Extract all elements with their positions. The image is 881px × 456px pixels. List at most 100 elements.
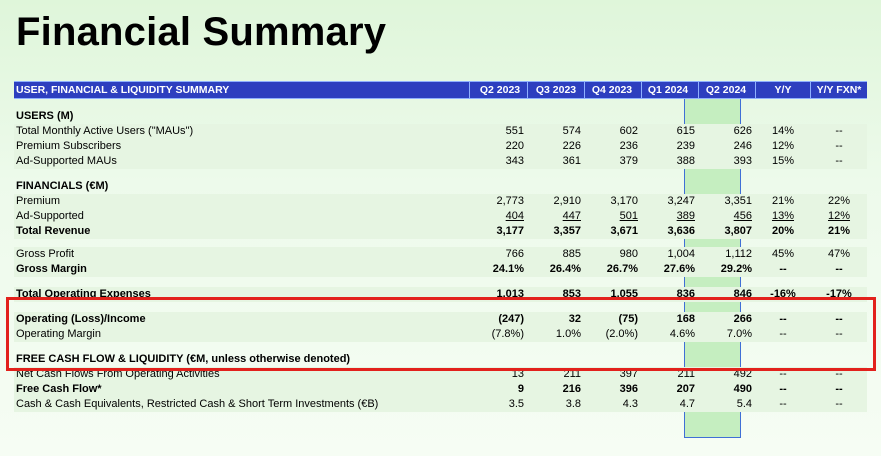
table-cell: 3,357 (553, 225, 581, 237)
table-cell: 266 (733, 313, 752, 325)
table-cell: 3,247 (667, 195, 695, 207)
table-cell: 3,351 (724, 195, 752, 207)
table-cell: 246 (733, 140, 752, 152)
table-cell: 47% (827, 248, 851, 260)
table-cell: 551 (505, 125, 524, 137)
table-cell: 4.3 (622, 398, 638, 410)
table-cell: 379 (619, 155, 638, 167)
table-cell: 24.1% (492, 263, 524, 275)
table-cell: 13 (511, 368, 524, 380)
table-row: Premium 2,773 2,910 3,170 3,247 3,351 21% 22% (14, 194, 867, 209)
table-cell: 226 (562, 140, 581, 152)
row-label: Gross Profit (16, 248, 75, 260)
table-cell: (2.0%) (605, 328, 638, 340)
column-header: Q2 2023 (479, 84, 521, 96)
table-row: Gross Profit 766 885 980 1,004 1,112 45% 47% (14, 247, 867, 262)
row-label: Ad-Supported (16, 210, 84, 222)
table-cell: 21% (827, 225, 851, 237)
table-cell: 20% (771, 225, 795, 237)
table-cell: 220 (505, 140, 524, 152)
table-cell: -- (835, 383, 843, 395)
table-cell: 21% (771, 195, 795, 207)
table-cell: 12% (827, 210, 851, 222)
section-heading: USERS (M) (16, 110, 74, 122)
table-cell: (7.8%) (491, 328, 524, 340)
column-header: Q2 2024 (705, 84, 747, 96)
table-cell: 168 (676, 313, 695, 325)
table-row: Total Revenue 3,177 3,357 3,671 3,636 3,807 20… (14, 224, 867, 239)
table-cell: (247) (498, 313, 524, 325)
table-cell: 766 (505, 248, 524, 260)
table-cell: 3,170 (610, 195, 638, 207)
operating-expenses-highlight-box (6, 297, 876, 371)
table-cell: -- (835, 398, 843, 410)
table-cell: -- (835, 313, 843, 325)
table-header-row: USER, FINANCIAL & LIQUIDITY SUMMARY Q2 2… (14, 81, 867, 99)
table-header-label: USER, FINANCIAL & LIQUIDITY SUMMARY (16, 84, 230, 96)
table-row: Ad-Supported MAUs 343 361 379 388 393 15% -- (14, 154, 867, 169)
table-cell: -- (835, 155, 843, 167)
row-label: Ad-Supported MAUs (16, 155, 117, 167)
table-cell: 13% (771, 210, 795, 222)
table-cell: 885 (562, 248, 581, 260)
table-cell: 1.0% (555, 328, 581, 340)
table-cell: 207 (676, 383, 695, 395)
table-cell: -- (835, 140, 843, 152)
table-cell: 211 (677, 368, 695, 380)
table-cell: 626 (733, 125, 752, 137)
table-cell: 216 (562, 383, 581, 395)
table-cell: 404 (505, 210, 524, 222)
column-header: Y/Y FXN* (816, 84, 862, 96)
table-cell: 615 (676, 125, 695, 137)
table-cell: 393 (733, 155, 752, 167)
table-cell: 2,773 (496, 195, 524, 207)
table-row: Total Monthly Active Users ("MAUs") 551 57… (14, 124, 867, 139)
table-cell: 343 (505, 155, 524, 167)
row-label: Net Cash Flows From Operating Activities (16, 368, 220, 380)
table-cell: 26.7% (606, 263, 638, 275)
section-heading: FREE CASH FLOW & LIQUIDITY (€M, unless o… (16, 353, 351, 365)
row-label: Premium Subscribers (16, 140, 122, 152)
table-cell: -- (779, 398, 787, 410)
table-cell: 3,636 (667, 225, 695, 237)
table-cell: 492 (733, 368, 752, 380)
table-cell: 397 (619, 368, 638, 380)
table-cell: -- (779, 368, 787, 380)
table-cell: 15% (771, 155, 795, 167)
table-cell: 3.5 (508, 398, 524, 410)
table-cell: 396 (619, 383, 638, 395)
table-cell: 501 (619, 210, 638, 222)
column-header: Q1 2024 (647, 84, 689, 96)
table-cell: 3.8 (565, 398, 581, 410)
table-row: Free Cash Flow* 9 216 396 207 490 -- -- (14, 382, 867, 397)
table-cell: -- (779, 313, 787, 325)
table-cell: -- (779, 383, 787, 395)
financial-summary-table: USER, FINANCIAL & LIQUIDITY SUMMARY Q2 2… (14, 81, 867, 412)
table-row: Premium Subscribers 220 226 236 239 246 12% -- (14, 139, 867, 154)
table-cell: -- (835, 263, 843, 275)
row-label: Free Cash Flow* (16, 383, 102, 395)
column-header: Q4 2023 (591, 84, 633, 96)
table-row: Gross Margin 24.1% 26.4% 26.7% 27.6% 29.2% -- -… (14, 262, 867, 277)
table-cell: 12% (771, 140, 795, 152)
table-cell: 45% (771, 248, 795, 260)
table-row: Operating Margin (7.8%) 1.0% (2.0%) 4.6% 7.0%… (14, 327, 867, 342)
table-cell: 22% (827, 195, 851, 207)
table-cell: 236 (619, 140, 638, 152)
table-cell: 2,910 (553, 195, 581, 207)
row-label: Cash & Cash Equivalents, Restricted Cash… (16, 398, 379, 410)
table-cell: -- (835, 328, 843, 340)
table-row: Ad-Supported 404 447 501 389 456 13% 12% (14, 209, 867, 224)
table-cell: 602 (619, 125, 638, 137)
row-label: Gross Margin (16, 263, 87, 275)
row-label: Operating (Loss)/Income (16, 313, 146, 325)
table-cell: 211 (563, 368, 581, 380)
table-cell: -- (835, 125, 843, 137)
table-cell: 5.4 (736, 398, 752, 410)
table-cell: 388 (676, 155, 695, 167)
table-cell: 3,807 (724, 225, 752, 237)
page-title: Financial Summary (16, 10, 387, 54)
table-cell: 3,177 (496, 225, 524, 237)
row-label: Operating Margin (16, 328, 101, 340)
row-label: Total Monthly Active Users ("MAUs") (16, 125, 194, 137)
